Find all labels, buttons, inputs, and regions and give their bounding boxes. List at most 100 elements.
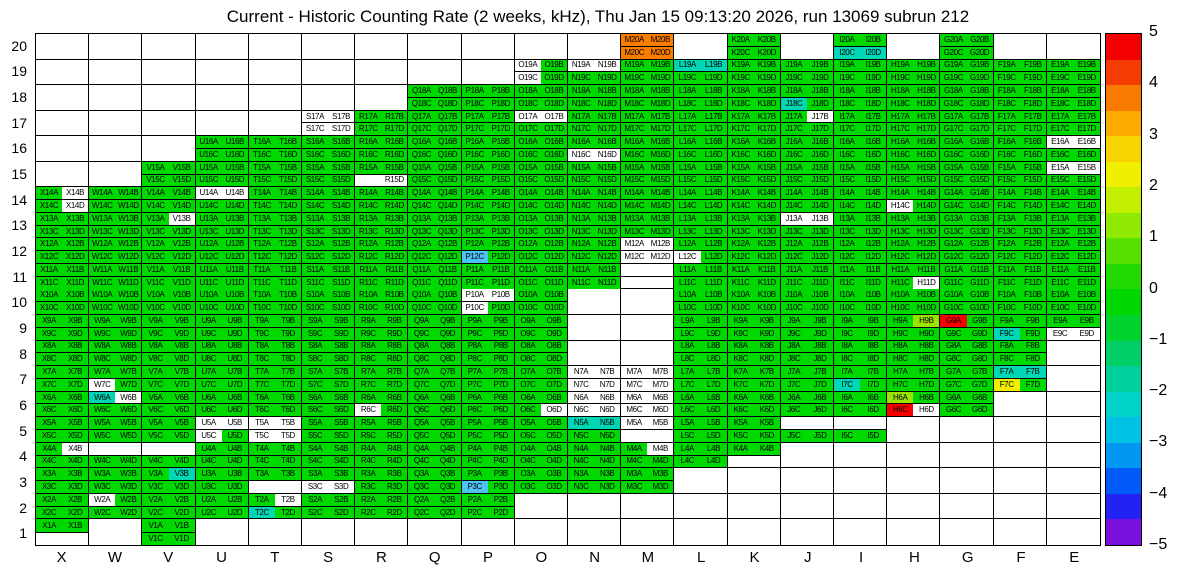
channel-label <box>647 353 673 365</box>
channel-label: T5C <box>248 430 275 442</box>
colorbar-tick-label: −3 <box>1149 433 1168 451</box>
channel-label: F9C <box>993 327 1020 340</box>
channel-label: M20D <box>647 46 674 59</box>
x-axis-label: G <box>961 549 974 566</box>
heatmap-cell: V14A V14B V14C V14D <box>142 187 196 213</box>
cell-half: F7A F7B <box>993 366 1046 379</box>
y-axis: 20 19 18 17 16 15 14 13 12 11 10 9 8 7 6 5 4 3 2 1 <box>2 33 32 546</box>
cell-half: P3A P3B <box>461 468 514 482</box>
heatmap-cell: W10A W10B W10C W10D <box>89 289 143 316</box>
channel-label <box>222 34 248 46</box>
channel-label: K8A <box>727 340 754 353</box>
heatmap-cell: X11A X11B X11C X11D <box>36 263 90 290</box>
cell-half <box>142 111 194 123</box>
channel-label: Q3C <box>408 481 435 493</box>
channel-label: V1B <box>168 519 195 532</box>
heatmap-cell <box>36 161 90 188</box>
heatmap-cell: H15A H15B H15C H15D <box>887 161 941 188</box>
cell-half: G13C G13D <box>940 225 993 238</box>
channel-label: R11B <box>381 263 408 276</box>
channel-label <box>807 443 833 455</box>
heatmap-cell <box>408 34 462 60</box>
cell-half: L10A L10B <box>674 289 727 303</box>
channel-label: S13B <box>328 212 355 225</box>
heatmap-cell: N15A N15B N15C N15D <box>568 161 622 188</box>
channel-label: Q16B <box>434 136 461 148</box>
channel-label: K16D <box>753 148 780 161</box>
cell-half: G10A G10B <box>940 289 993 303</box>
channel-label: G19D <box>966 72 993 85</box>
channel-label <box>887 506 913 518</box>
channel-label <box>275 532 301 545</box>
channel-label: P14D <box>487 200 514 212</box>
channel-label: X3B <box>62 468 89 481</box>
channel-label: S15D <box>328 174 355 187</box>
channel-label: P7C <box>461 378 488 391</box>
channel-label: U2A <box>195 493 222 506</box>
channel-label: T7B <box>274 366 302 378</box>
cell-half: M7A M7B <box>621 366 674 379</box>
cell-half <box>781 519 833 532</box>
channel-label: S2C <box>302 506 329 519</box>
channel-label: R10D <box>381 302 408 315</box>
heatmap-cell: Q11A Q11B Q11C Q11D <box>408 263 462 290</box>
cell-half: K20C K20D <box>727 46 780 59</box>
channel-label <box>781 494 807 506</box>
channel-label <box>568 532 594 545</box>
channel-label: J11A <box>780 263 807 276</box>
channel-label: O5C <box>514 430 541 442</box>
channel-label <box>940 430 966 442</box>
channel-label: T11B <box>274 263 302 276</box>
channel-label <box>621 264 647 276</box>
channel-label: R9D <box>381 327 408 340</box>
heatmap-cell: S3A S3B S3C S3D <box>302 468 356 494</box>
channel-label: I15D <box>860 174 887 187</box>
cell-half: W7C W7D <box>89 378 142 391</box>
channel-label: T11D <box>274 276 302 289</box>
channel-label: X7D <box>62 378 89 391</box>
cell-half: G16C G16D <box>940 148 993 161</box>
heatmap-cell: V5A V5B V5C V5D <box>142 417 196 443</box>
channel-label <box>488 34 514 46</box>
channel-label: F11D <box>1019 276 1046 289</box>
channel-label: X2D <box>62 506 89 519</box>
channel-label: Q12D <box>434 251 461 263</box>
cell-half: S12A S12B <box>302 238 355 252</box>
channel-label: H12A <box>887 238 914 251</box>
channel-label: P7A <box>461 366 488 378</box>
channel-label <box>115 162 141 174</box>
channel-label: J16B <box>806 136 834 148</box>
channel-label <box>169 85 195 97</box>
cell-half: W11A W11B <box>89 263 142 277</box>
cell-half: J6C J6D <box>780 404 834 417</box>
channel-label: R6B <box>381 391 408 404</box>
heatmap-cell: R11A R11B R11C R11D <box>355 263 409 290</box>
channel-label: Q9C <box>408 327 435 340</box>
cell-half: F16C F16D <box>993 148 1046 161</box>
channel-label: Q2A <box>408 493 435 506</box>
channel-label: P2D <box>487 506 514 519</box>
heatmap-cell <box>568 493 622 520</box>
channel-label: V9B <box>168 315 195 327</box>
channel-label <box>89 519 115 532</box>
cell-half: G9C G9D <box>940 327 993 340</box>
channel-label: P8C <box>461 353 488 366</box>
cell-half: N17A N17B <box>568 110 621 124</box>
channel-label: E10A <box>1046 289 1074 302</box>
channel-label: R4B <box>381 442 408 455</box>
channel-label: X3C <box>36 481 63 493</box>
heatmap-cell: M6A M6B M6C M6D <box>621 391 675 418</box>
cell-half: T9C T9D <box>248 327 302 340</box>
channel-label: P6B <box>487 391 514 404</box>
cell-half: K9C K9D <box>727 327 780 340</box>
channel-label: R10C <box>355 302 382 315</box>
channel-label: J9B <box>806 315 834 327</box>
cell-half: M16C M16D <box>621 148 674 161</box>
channel-label: G9D <box>966 327 993 340</box>
channel-label: F15C <box>993 174 1020 187</box>
cell-half <box>781 481 833 493</box>
colorbar-tick-labels: 5 4 3 2 1 0 −1 −2 −3 −4 −5 <box>1149 23 1195 553</box>
channel-label: U16B <box>221 136 248 148</box>
channel-label: Q9D <box>434 327 461 340</box>
x-axis-label: F <box>1016 549 1026 566</box>
